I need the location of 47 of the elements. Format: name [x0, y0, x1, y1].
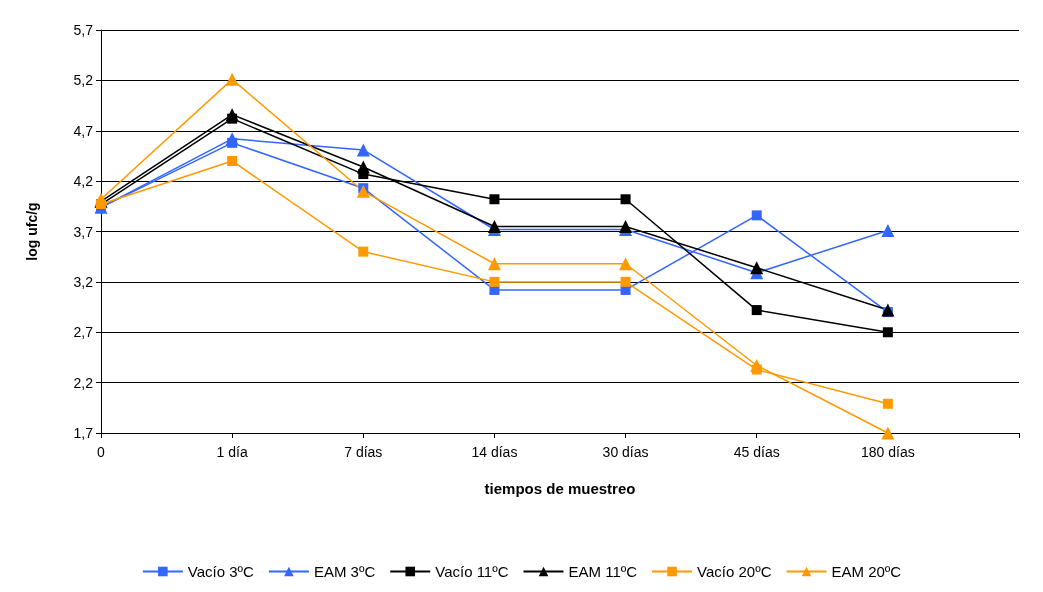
- point: [751, 305, 762, 316]
- x-tick-label: 1 día: [216, 444, 248, 460]
- point: [882, 398, 893, 409]
- point: [489, 276, 500, 287]
- x-axis-title: tiempos de muestreo: [484, 480, 636, 497]
- legend-label: Vacío 11ºC: [435, 563, 509, 580]
- y-tick-label: 3,7: [73, 223, 94, 240]
- point: [356, 143, 370, 157]
- legend-label: Vacío 3ºC: [187, 563, 255, 580]
- y-tick-label: 5,2: [73, 72, 94, 89]
- point: [751, 210, 762, 221]
- x-tick-label: 45 días: [733, 444, 780, 460]
- point: [358, 246, 369, 257]
- point: [227, 155, 238, 166]
- point: [225, 108, 239, 122]
- x-tick-label: 30 días: [602, 444, 649, 460]
- x-tick-label: 14 días: [471, 444, 518, 460]
- y-tick-label: 2,2: [73, 374, 94, 391]
- point: [750, 261, 764, 275]
- x-tick-label: 180 días: [861, 444, 915, 460]
- point: [620, 194, 631, 205]
- legend-label: EAM 20ºC: [831, 563, 902, 580]
- point: [487, 257, 501, 271]
- y-tick-label: 1,7: [73, 425, 94, 441]
- y-tick-label: 3,2: [73, 273, 94, 290]
- point: [225, 132, 239, 146]
- y-axis-title: log ufc/g: [24, 202, 40, 261]
- y-tick-label: 4,7: [73, 122, 94, 139]
- legend-label: EAM 3ºC: [313, 563, 376, 580]
- point: [225, 72, 239, 86]
- point: [882, 327, 893, 338]
- legend-label: Vacío 20ºC: [697, 563, 772, 580]
- point: [620, 276, 631, 287]
- point: [356, 160, 370, 174]
- x-tick-label: 0: [97, 444, 106, 460]
- x-tick-label: 7 días: [344, 444, 383, 460]
- point: [881, 223, 895, 237]
- point: [750, 359, 764, 372]
- legend-label: EAM 11ºC: [568, 563, 638, 580]
- y-tick-label: 2,7: [73, 324, 94, 341]
- point: [356, 184, 370, 198]
- y-tick-label: 5,7: [73, 22, 94, 38]
- point: [881, 426, 895, 440]
- y-tick-label: 4,2: [73, 173, 94, 190]
- point: [881, 303, 895, 317]
- point: [619, 257, 633, 271]
- point: [489, 194, 500, 205]
